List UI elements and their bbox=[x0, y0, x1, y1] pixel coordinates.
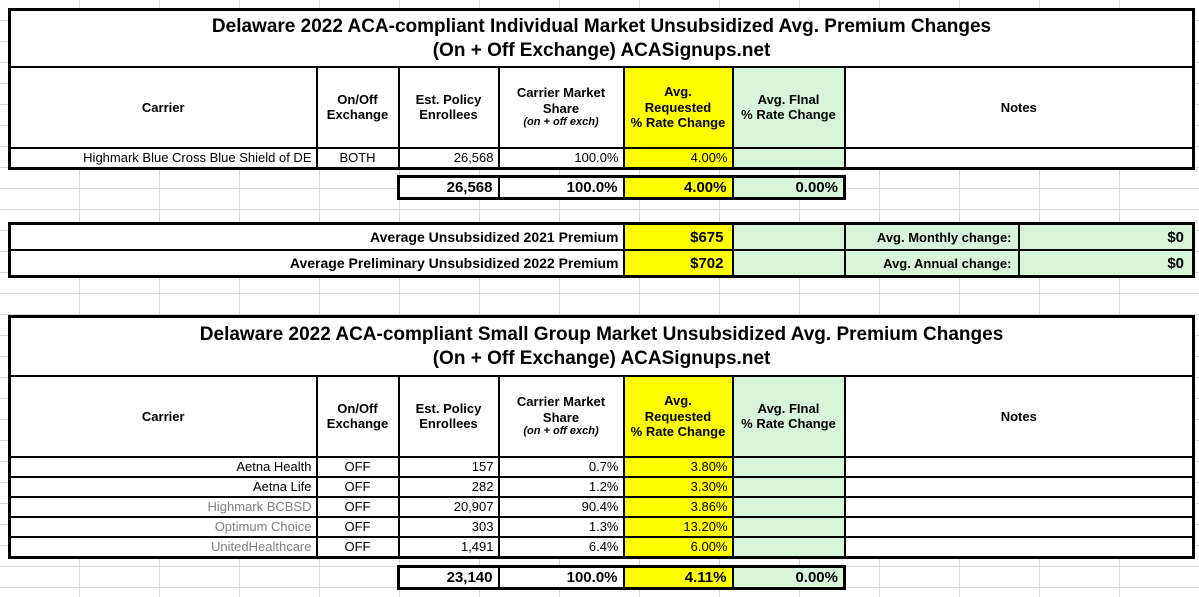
small-group-row-enrollees[interactable]: 157 bbox=[397, 455, 500, 478]
individual-header-carrier[interactable]: Carrier bbox=[8, 66, 318, 149]
individual-header-notes[interactable]: Notes bbox=[843, 66, 1195, 149]
small-group-row-final[interactable] bbox=[731, 515, 846, 538]
small-group-row-carrier[interactable]: Optimum Choice bbox=[8, 515, 318, 538]
small-group-row-share[interactable]: 0.7% bbox=[497, 455, 625, 478]
individual-title-line2: (On + Off Exchange) ACASignups.net bbox=[432, 40, 771, 62]
small-group-row-requested[interactable]: 13.20% bbox=[622, 515, 734, 538]
small-group-total-enrollees[interactable]: 23,140 bbox=[397, 565, 500, 590]
small-group-row-carrier[interactable]: UnitedHealthcare bbox=[8, 535, 318, 558]
small-group-row-exchange[interactable]: OFF bbox=[315, 455, 400, 478]
small-group-header-enrollees[interactable]: Est. Policy Enrollees bbox=[397, 375, 500, 458]
individual-header-market-share[interactable]: Carrier Market Share (on + off exch) bbox=[497, 66, 625, 149]
individual-row-share[interactable]: 100.0% bbox=[497, 146, 625, 169]
small-group-row-notes[interactable] bbox=[843, 535, 1195, 558]
individual-title-line1: Delaware 2022 ACA-compliant Individual M… bbox=[211, 15, 992, 37]
small-group-row-final[interactable] bbox=[731, 495, 846, 518]
individual-row-enrollees[interactable]: 26,568 bbox=[397, 146, 500, 169]
market-share-header-sub: (on + off exch) bbox=[523, 115, 599, 128]
small-group-row-exchange[interactable]: OFF bbox=[315, 475, 400, 498]
individual-row-final[interactable] bbox=[731, 146, 846, 169]
small-group-row-requested[interactable]: 3.80% bbox=[622, 455, 734, 478]
small-group-row-exchange[interactable]: OFF bbox=[315, 535, 400, 558]
market-share-header-main: Carrier Market Share bbox=[516, 85, 606, 116]
small-group-header-final[interactable]: Avg. FInal % Rate Change bbox=[731, 375, 846, 458]
market-share-header-sub: (on + off exch) bbox=[523, 424, 599, 437]
individual-total-requested[interactable]: 4.00% bbox=[622, 175, 734, 200]
small-group-row-requested[interactable]: 6.00% bbox=[622, 535, 734, 558]
small-group-table-title-cell[interactable]: Delaware 2022 ACA-compliant Small Group … bbox=[8, 315, 1195, 377]
small-group-row-enrollees[interactable]: 20,907 bbox=[397, 495, 500, 518]
small-group-row-enrollees[interactable]: 282 bbox=[397, 475, 500, 498]
small-group-title-line2: (On + Off Exchange) ACASignups.net bbox=[432, 348, 771, 370]
small-group-row-exchange[interactable]: OFF bbox=[315, 495, 400, 518]
small-group-header-market-share[interactable]: Carrier Market Share (on + off exch) bbox=[497, 375, 625, 458]
small-group-header-notes[interactable]: Notes bbox=[843, 375, 1195, 458]
small-group-row-notes[interactable] bbox=[843, 515, 1195, 538]
small-group-row-carrier[interactable]: Highmark BCBSD bbox=[8, 495, 318, 518]
individual-total-enrollees[interactable]: 26,568 bbox=[397, 175, 500, 200]
summary-monthly-change-label[interactable]: Avg. Monthly change: bbox=[843, 222, 1020, 251]
small-group-row-share[interactable]: 90.4% bbox=[497, 495, 625, 518]
small-group-total-requested[interactable]: 4.11% bbox=[622, 565, 734, 590]
individual-header-final[interactable]: Avg. FInal % Rate Change bbox=[731, 66, 846, 149]
small-group-row-enrollees[interactable]: 1,491 bbox=[397, 535, 500, 558]
small-group-row-final[interactable] bbox=[731, 475, 846, 498]
small-group-header-carrier[interactable]: Carrier bbox=[8, 375, 318, 458]
individual-table-title-cell[interactable]: Delaware 2022 ACA-compliant Individual M… bbox=[8, 8, 1195, 68]
small-group-row-carrier[interactable]: Aetna Life bbox=[8, 475, 318, 498]
individual-row-exchange[interactable]: BOTH bbox=[315, 146, 400, 169]
small-group-row-final[interactable] bbox=[731, 455, 846, 478]
small-group-title-line1: Delaware 2022 ACA-compliant Small Group … bbox=[199, 323, 1004, 345]
small-group-row-exchange[interactable]: OFF bbox=[315, 515, 400, 538]
summary-2022-premium-value[interactable]: $702 bbox=[622, 249, 734, 278]
individual-total-final[interactable]: 0.00% bbox=[731, 175, 846, 200]
individual-header-requested[interactable]: Avg. Requested % Rate Change bbox=[622, 66, 734, 149]
individual-market-table: Delaware 2022 ACA-compliant Individual M… bbox=[8, 8, 1196, 170]
small-group-total-final[interactable]: 0.00% bbox=[731, 565, 846, 590]
small-group-row-notes[interactable] bbox=[843, 475, 1195, 498]
individual-header-exchange[interactable]: On/Off Exchange bbox=[315, 66, 400, 149]
small-group-row-requested[interactable]: 3.30% bbox=[622, 475, 734, 498]
individual-row-notes[interactable] bbox=[843, 146, 1195, 169]
summary-2022-premium-label[interactable]: Average Preliminary Unsubsidized 2022 Pr… bbox=[8, 249, 625, 278]
summary-annual-change-label[interactable]: Avg. Annual change: bbox=[843, 249, 1020, 278]
small-group-row-final[interactable] bbox=[731, 535, 846, 558]
individual-totals-row: 26,568 100.0% 4.00% 0.00% bbox=[397, 175, 846, 200]
small-group-row-notes[interactable] bbox=[843, 495, 1195, 518]
premium-summary-block: Average Unsubsidized 2021 Premium $675 A… bbox=[8, 222, 1195, 278]
summary-monthly-change-value[interactable]: $0 bbox=[1017, 222, 1195, 251]
small-group-row-share[interactable]: 6.4% bbox=[497, 535, 625, 558]
small-group-row-requested[interactable]: 3.86% bbox=[622, 495, 734, 518]
individual-row-requested[interactable]: 4.00% bbox=[622, 146, 734, 169]
small-group-row-notes[interactable] bbox=[843, 455, 1195, 478]
small-group-total-share[interactable]: 100.0% bbox=[497, 565, 625, 590]
small-group-header-exchange[interactable]: On/Off Exchange bbox=[315, 375, 400, 458]
summary-2021-final-cell[interactable] bbox=[731, 222, 846, 251]
small-group-totals-row: 23,140 100.0% 4.11% 0.00% bbox=[397, 565, 846, 590]
individual-total-share[interactable]: 100.0% bbox=[497, 175, 625, 200]
market-share-header-main: Carrier Market Share bbox=[516, 394, 606, 425]
small-group-header-requested[interactable]: Avg. Requested % Rate Change bbox=[622, 375, 734, 458]
small-group-row-carrier[interactable]: Aetna Health bbox=[8, 455, 318, 478]
individual-header-enrollees[interactable]: Est. Policy Enrollees bbox=[397, 66, 500, 149]
summary-2021-premium-value[interactable]: $675 bbox=[622, 222, 734, 251]
summary-annual-change-value[interactable]: $0 bbox=[1017, 249, 1195, 278]
small-group-row-share[interactable]: 1.3% bbox=[497, 515, 625, 538]
summary-2021-premium-label[interactable]: Average Unsubsidized 2021 Premium bbox=[8, 222, 625, 251]
small-group-row-enrollees[interactable]: 303 bbox=[397, 515, 500, 538]
small-group-row-share[interactable]: 1.2% bbox=[497, 475, 625, 498]
summary-2022-final-cell[interactable] bbox=[731, 249, 846, 278]
individual-row-carrier[interactable]: Highmark Blue Cross Blue Shield of DE bbox=[8, 146, 318, 169]
small-group-table: Delaware 2022 ACA-compliant Small Group … bbox=[8, 315, 1196, 559]
